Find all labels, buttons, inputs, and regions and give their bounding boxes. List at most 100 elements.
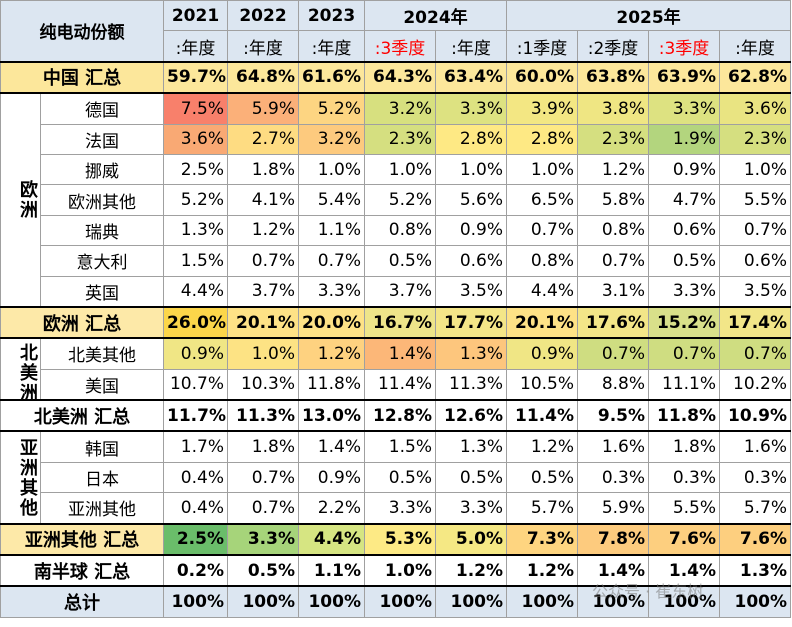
row-label: 法国 [40, 123, 164, 155]
value-cell: 10.5% [506, 368, 579, 401]
value-cell: 0.7% [577, 337, 650, 370]
summary-label: 中国 汇总 [0, 60, 164, 94]
value-cell: 1.4% [298, 430, 365, 463]
row-label: 英国 [40, 275, 164, 308]
period-header: :年度 [719, 30, 792, 63]
value-cell: 0.2% [163, 554, 228, 587]
data-row: 法国 3.6% 2.7% 3.2% 2.3% 2.8% 2.8% 2.3% 1.9% 2.3% [1, 123, 792, 155]
value-cell: 3.5% [719, 275, 792, 308]
value-cell: 0.6% [434, 245, 508, 277]
value-cell: 2.8% [434, 123, 508, 155]
value-cell: 1.0% [434, 153, 508, 186]
value-cell: 100% [719, 585, 792, 618]
period-header: :3季度 [364, 30, 436, 63]
row-label: 日本 [40, 461, 164, 494]
value-cell: 0.9% [434, 214, 508, 247]
row-label: 欧洲其他 [40, 184, 164, 216]
value-cell: 11.4% [506, 399, 579, 432]
value-cell: 0.9% [506, 337, 579, 370]
value-cell: 3.3% [648, 92, 721, 125]
group-label: 北美洲 [0, 337, 41, 401]
value-cell: 3.3% [648, 275, 721, 308]
value-cell: 0.5% [364, 245, 436, 277]
value-cell: 2.3% [577, 123, 650, 155]
row-label: 韩国 [40, 430, 164, 463]
value-cell: 0.7% [577, 245, 650, 277]
value-cell: 11.8% [298, 368, 365, 401]
value-cell: 1.0% [506, 153, 579, 186]
value-cell: 1.8% [648, 430, 721, 463]
summary-row: 南半球 汇总 0.2% 0.5% 1.1% 1.0% 1.2% 1.2% 1.4% 1.4% 1.… [0, 554, 792, 587]
value-cell: 1.0% [364, 153, 436, 186]
value-cell: 0.6% [719, 245, 792, 277]
value-cell: 5.2% [364, 184, 436, 216]
value-cell: 3.8% [577, 92, 650, 125]
value-cell: 3.3% [434, 492, 508, 525]
value-cell: 1.2% [298, 337, 365, 370]
period-header: :年度 [163, 30, 228, 63]
value-cell: 5.7% [506, 492, 579, 525]
value-cell: 0.4% [163, 492, 228, 525]
value-cell: 1.0% [719, 153, 792, 186]
value-cell: 5.2% [163, 184, 228, 216]
row-label: 北美其他 [40, 337, 164, 370]
value-cell: 1.9% [648, 123, 721, 155]
value-cell: 1.2% [506, 554, 579, 587]
value-cell: 64.3% [364, 60, 436, 94]
value-cell: 11.3% [227, 399, 299, 432]
header-row: 纯电动份额 2021 2022 2023 2024年 2025年 [0, 0, 792, 63]
value-cell: 10.3% [227, 368, 299, 401]
summary-row: 欧洲 汇总 26.0% 20.1% 20.0% 16.7% 17.7% 20.1% 17.6%… [0, 305, 792, 339]
value-cell: 3.2% [298, 123, 365, 155]
value-cell: 1.3% [163, 214, 228, 247]
value-cell: 0.3% [648, 461, 721, 494]
value-cell: 5.5% [719, 184, 792, 216]
value-cell: 0.7% [506, 214, 579, 247]
row-label: 瑞典 [40, 214, 164, 247]
summary-label: 南半球 汇总 [0, 554, 164, 587]
value-cell: 20.0% [298, 305, 365, 339]
value-cell: 7.6% [719, 522, 792, 556]
value-cell: 4.4% [506, 275, 579, 308]
value-cell: 1.0% [298, 153, 365, 186]
value-cell: 0.3% [577, 461, 650, 494]
value-cell: 20.1% [506, 305, 579, 339]
value-cell: 3.5% [434, 275, 508, 308]
value-cell: 1.2% [506, 430, 579, 463]
value-cell: 2.5% [163, 153, 228, 186]
value-cell: 63.9% [648, 60, 721, 94]
value-cell: 20.1% [227, 305, 299, 339]
summary-label: 总计 [0, 585, 164, 618]
year-header: 2023 [298, 0, 365, 32]
value-cell: 1.2% [577, 153, 650, 186]
value-cell: 11.7% [163, 399, 228, 432]
period-header: :年度 [298, 30, 365, 63]
value-cell: 2.8% [506, 123, 579, 155]
value-cell: 0.9% [298, 461, 365, 494]
value-cell: 4.1% [227, 184, 299, 216]
value-cell: 1.7% [163, 430, 228, 463]
value-cell: 1.8% [227, 430, 299, 463]
value-cell: 3.1% [577, 275, 650, 308]
period-header: :1季度 [506, 30, 579, 63]
value-cell: 2.7% [227, 123, 299, 155]
value-cell: 2.5% [163, 522, 228, 556]
value-cell: 9.5% [577, 399, 650, 432]
data-row: 美国 10.7% 10.3% 11.8% 11.4% 11.3% 10.5% 8.8% 11.1… [1, 368, 792, 401]
value-cell: 5.4% [298, 184, 365, 216]
summary-row: 亚洲其他 汇总 2.5% 3.3% 4.4% 5.3% 5.0% 7.3% 7.8% 7.6% 7… [0, 522, 792, 556]
value-cell: 8.8% [577, 368, 650, 401]
value-cell: 1.1% [298, 554, 365, 587]
value-cell: 1.4% [364, 337, 436, 370]
value-cell: 26.0% [163, 305, 228, 339]
value-cell: 10.7% [163, 368, 228, 401]
value-cell: 2.3% [364, 123, 436, 155]
data-row: 挪威 2.5% 1.8% 1.0% 1.0% 1.0% 1.0% 1.2% 0.9% 1.0% [1, 153, 792, 186]
value-cell: 61.6% [298, 60, 365, 94]
value-cell: 100% [163, 585, 228, 618]
value-cell: 10.2% [719, 368, 792, 401]
value-cell: 4.4% [163, 275, 228, 308]
value-cell: 5.3% [364, 522, 436, 556]
value-cell: 5.9% [577, 492, 650, 525]
